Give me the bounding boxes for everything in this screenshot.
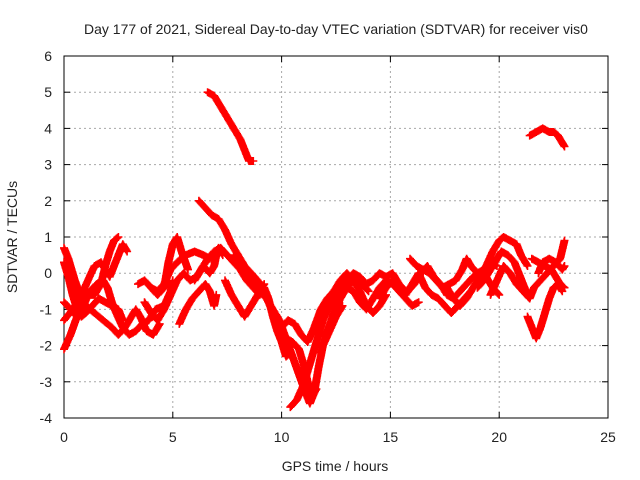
data-point-marks — [443, 233, 532, 310]
y-tick-label: 2 — [44, 193, 52, 209]
series-arc-4 — [60, 240, 132, 325]
series-arc-27 — [534, 254, 569, 278]
series-arc-23 — [473, 247, 532, 299]
y-tick-label: 3 — [44, 157, 52, 173]
series-arc-28 — [525, 124, 569, 151]
x-tick-label: 20 — [491, 429, 507, 445]
series-arc-8 — [147, 233, 192, 299]
y-axis-label: SDTVAR / TECUs — [4, 181, 20, 293]
data-point-marks — [525, 124, 569, 151]
series-arc-5 — [60, 258, 127, 325]
data-point-marks — [60, 240, 132, 325]
y-tick-labels: -4 -3 -2 -1 0 1 2 3 4 5 6 — [40, 48, 53, 426]
grid-lines — [64, 56, 608, 418]
x-tick-label: 5 — [169, 429, 177, 445]
x-axis-label: GPS time / hours — [282, 458, 389, 474]
y-tick-label: 0 — [44, 265, 52, 281]
x-tick-label: 10 — [274, 429, 290, 445]
chart-title: Day 177 of 2021, Sidereal Day-to-day VTE… — [84, 21, 588, 37]
y-tick-label: -2 — [40, 338, 53, 354]
data-point-marks — [534, 254, 569, 278]
x-tick-labels: 0 5 10 15 20 25 — [60, 429, 616, 445]
axis-ticks — [63, 55, 609, 419]
x-tick-label: 15 — [383, 429, 399, 445]
x-tick-label: 25 — [600, 429, 616, 445]
x-tick-label: 0 — [60, 429, 68, 445]
y-tick-label: 1 — [44, 229, 52, 245]
y-tick-label: 4 — [44, 120, 52, 136]
data-point-marks — [473, 247, 532, 299]
y-tick-label: -1 — [40, 301, 53, 317]
data-point-marks — [203, 88, 258, 165]
series-arc-12 — [203, 88, 258, 165]
data-point-marks — [175, 280, 221, 328]
y-tick-label: -4 — [40, 410, 53, 426]
y-tick-label: -3 — [40, 374, 53, 390]
series-arc-9 — [175, 280, 221, 328]
data-point-marks — [60, 258, 127, 325]
y-tick-label: 6 — [44, 48, 52, 64]
series-arc-22 — [443, 233, 532, 310]
data-point-marks — [147, 233, 192, 299]
data-points — [60, 88, 569, 412]
y-tick-label: 5 — [44, 84, 52, 100]
